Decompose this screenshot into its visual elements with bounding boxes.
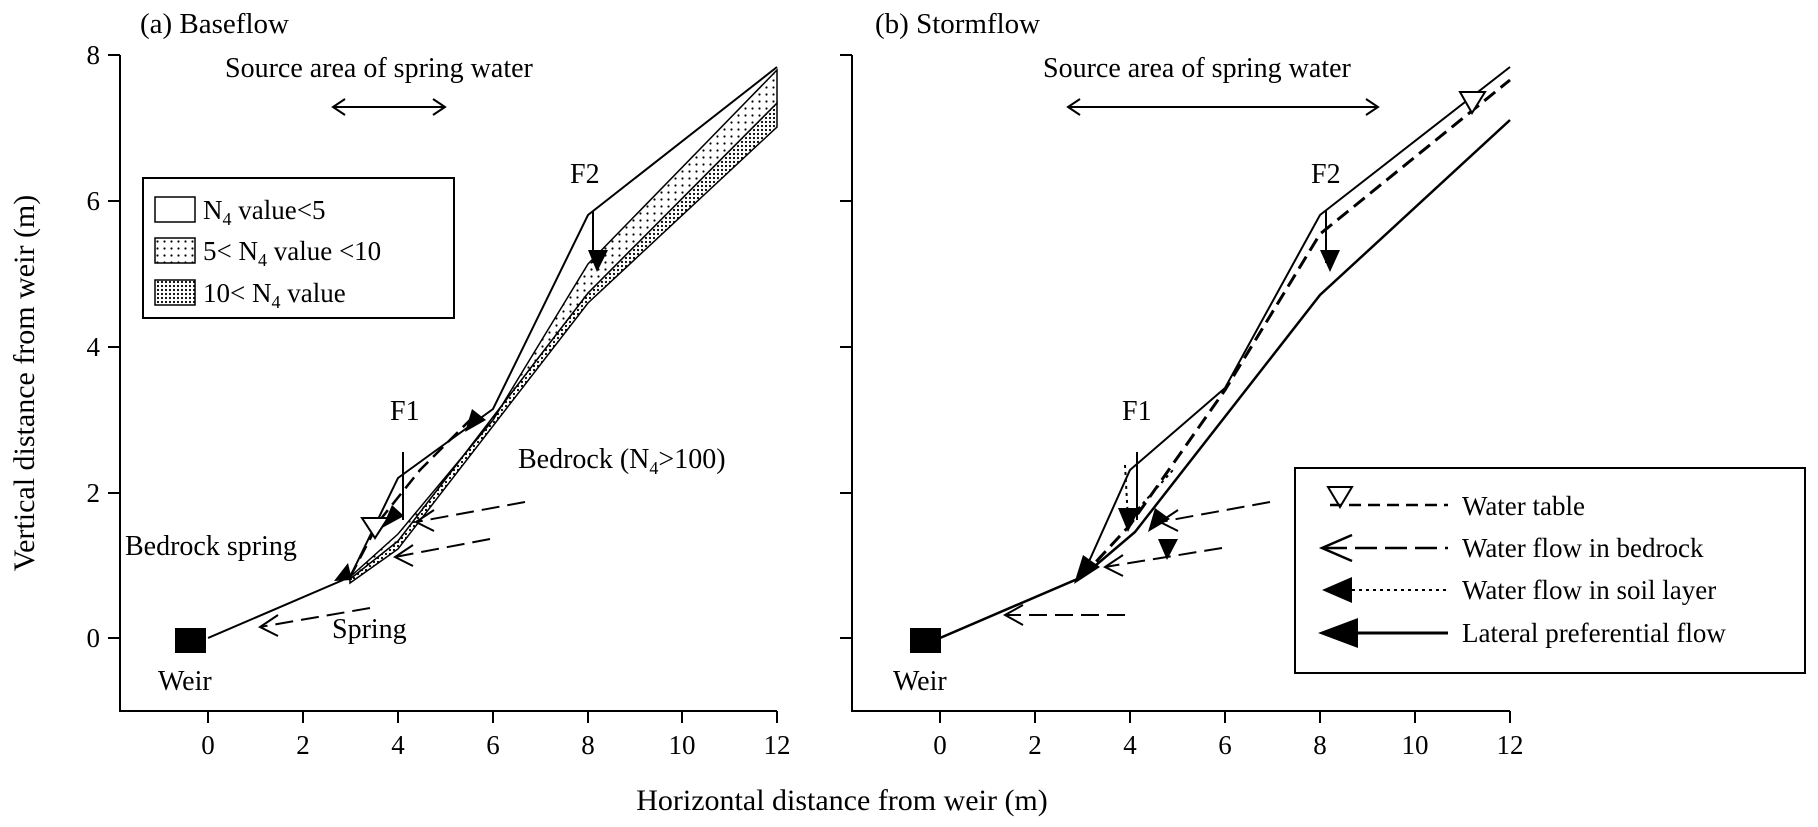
y-tick-label: 0 <box>87 623 101 653</box>
panel-b-title: (b) Stormflow <box>875 8 1040 40</box>
lateral-flow-arrow <box>334 563 352 581</box>
x-tick-label: 10 <box>669 730 696 760</box>
y-tick-label: 6 <box>87 186 101 216</box>
x-tick-label: 8 <box>581 730 595 760</box>
lateral-flow-arrow <box>465 409 486 432</box>
water-table-symbol <box>1458 91 1487 115</box>
dotted-layer <box>349 68 778 581</box>
x-tick-label: 8 <box>1313 730 1327 760</box>
fault-f2-label: F2 <box>1311 159 1341 190</box>
lateral-flow-arrow <box>1074 555 1100 584</box>
panel-a: (a) Baseflow 8 6 4 2 0 0 <box>87 8 791 760</box>
x-tick-label: 12 <box>764 730 791 760</box>
legend-item-3: 10< N4 value <box>203 278 346 312</box>
panel-a-y-tick-labels: 8 6 4 2 0 <box>87 40 101 653</box>
lateral-flow-arrow <box>1148 508 1170 532</box>
bedrock-flow-arrow <box>1159 501 1271 523</box>
bedrock-label: Bedrock (N4>100) <box>518 444 726 478</box>
x-tick-label: 6 <box>1218 730 1232 760</box>
x-tick-label: 4 <box>391 730 405 760</box>
x-tick-label: 0 <box>201 730 215 760</box>
legend-water-table: Water table <box>1462 491 1585 521</box>
bedrock-spring-label: Bedrock spring <box>125 531 297 562</box>
panel-a-x-tick-labels: 0 2 4 6 8 10 12 <box>201 730 790 760</box>
legend-lateral-flow: Lateral preferential flow <box>1462 618 1726 648</box>
bedrock-flow-arrow <box>393 544 414 567</box>
soil-flow-arrow <box>1158 539 1178 560</box>
bedrock-flow-arrow <box>414 509 435 532</box>
bedrock-flow-arrow <box>415 501 526 523</box>
fault-f1-label: F1 <box>1122 396 1152 427</box>
x-tick-label: 2 <box>1028 730 1042 760</box>
y-tick-label: 4 <box>87 332 101 362</box>
panel-b-bedrock-arrows <box>1002 501 1271 626</box>
bedrock-flow-arrow <box>258 614 279 637</box>
spring-label: Spring <box>332 614 407 645</box>
lateral-flow-arrow <box>382 505 404 528</box>
panel-b-lateral-arrows <box>1074 250 1340 584</box>
weir-marker <box>175 628 206 653</box>
y-axis-label: Vertical distance from weir (m) <box>8 195 41 572</box>
source-area-label: Source area of spring water <box>1043 53 1352 84</box>
panel-a-title: (a) Baseflow <box>140 8 289 40</box>
panel-b-profile <box>939 66 1511 640</box>
panel-b-y-ticks <box>840 54 852 639</box>
weir-label: Weir <box>893 666 947 697</box>
x-tick-label: 6 <box>486 730 500 760</box>
dense-layer <box>349 101 778 585</box>
bedrock-flow-arrow <box>1103 554 1124 577</box>
bedrock-surface <box>939 119 1511 640</box>
bedrock-flow-arrow <box>1104 547 1223 568</box>
bedrock-flow-arrow <box>259 607 371 628</box>
x-axis-label: Horizontal distance from weir (m) <box>636 784 1048 817</box>
weir-label: Weir <box>158 666 212 697</box>
panel-a-x-ticks <box>207 711 778 723</box>
x-tick-label: 0 <box>933 730 947 760</box>
panel-b-legend: Water table Water flow in bedrock Water … <box>1294 467 1806 674</box>
panel-a-lateral-arrows <box>334 250 608 581</box>
fault-f1-label: F1 <box>390 396 420 427</box>
bedrock-flow-arrow <box>1002 604 1024 626</box>
panel-a-bedrock-arrows <box>258 501 526 637</box>
water-table-line <box>348 419 471 578</box>
source-area-label: Source area of spring water <box>225 53 534 84</box>
x-tick-label: 12 <box>1497 730 1524 760</box>
water-table-symbol <box>360 517 390 540</box>
lateral-flow-arrow <box>588 250 608 272</box>
y-tick-label: 2 <box>87 478 101 508</box>
bedrock-flow-arrow <box>394 538 491 558</box>
panel-b: (b) Stormflow 0 2 4 6 8 10 12 <box>840 8 1806 760</box>
panel-a-axes <box>119 55 777 712</box>
y-tick-label: 8 <box>87 40 101 70</box>
panel-b-x-ticks <box>939 711 1511 723</box>
x-tick-label: 4 <box>1123 730 1137 760</box>
panel-a-soil-layers <box>207 66 778 639</box>
legend-item-2: 5< N4 value <10 <box>203 236 381 270</box>
panel-a-source-area: Source area of spring water <box>225 53 534 116</box>
legend-item-1: N4 value<5 <box>203 195 325 229</box>
x-tick-label: 2 <box>296 730 310 760</box>
fault-f2-label: F2 <box>570 159 600 190</box>
panel-b-source-area: Source area of spring water <box>1043 53 1380 116</box>
bedrock-flow-arrow <box>1158 509 1179 532</box>
soil-flow-line <box>1124 464 1174 523</box>
panel-b-x-tick-labels: 0 2 4 6 8 10 12 <box>933 730 1523 760</box>
x-tick-label: 10 <box>1402 730 1429 760</box>
ground-surface <box>207 66 778 639</box>
water-table-line <box>1080 78 1511 579</box>
lateral-flow-arrow <box>1118 508 1140 532</box>
panel-a-y-ticks <box>108 54 120 639</box>
legend-soil-flow: Water flow in soil layer <box>1462 575 1716 605</box>
panel-a-legend: N4 value<5 5< N4 value <10 10< N4 value <box>142 177 455 319</box>
weir-marker <box>910 628 941 653</box>
legend-bedrock-flow: Water flow in bedrock <box>1462 533 1704 563</box>
panel-b-axes <box>851 55 1510 712</box>
lateral-flow-arrow <box>1320 250 1340 272</box>
